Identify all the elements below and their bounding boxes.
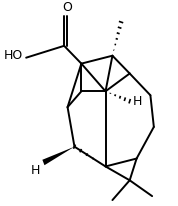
Text: H: H	[133, 95, 143, 108]
Text: O: O	[63, 1, 72, 14]
Text: H: H	[31, 164, 40, 178]
Text: HO: HO	[3, 49, 23, 62]
Polygon shape	[42, 147, 74, 165]
